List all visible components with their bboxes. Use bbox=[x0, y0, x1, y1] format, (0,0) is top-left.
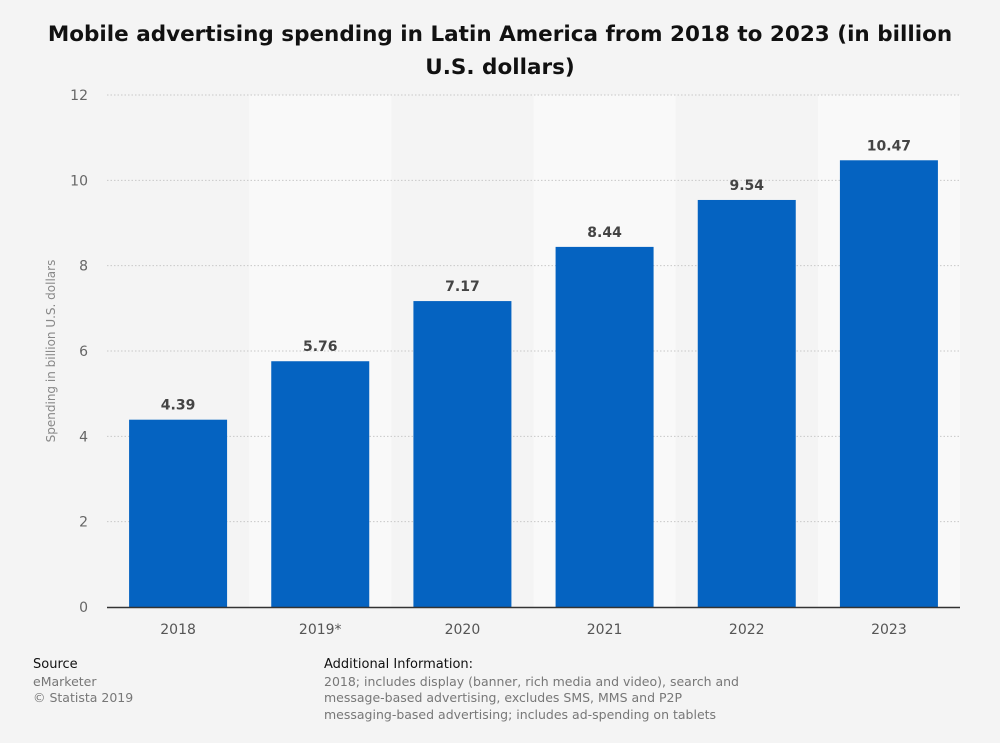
bar bbox=[839, 160, 938, 607]
data-label: 4.39 bbox=[161, 398, 196, 414]
y-tick-label: 10 bbox=[70, 173, 88, 189]
source-heading: Source bbox=[33, 657, 78, 672]
source-line-copyright: © Statista 2019 bbox=[33, 690, 134, 705]
y-tick-label: 12 bbox=[70, 88, 88, 104]
source-line-publisher: eMarketer bbox=[33, 673, 97, 689]
bar bbox=[697, 199, 796, 607]
y-tick-label: 0 bbox=[79, 600, 88, 616]
bar bbox=[555, 246, 654, 608]
source-block: Source eMarketer © Statista 2019 bbox=[33, 657, 133, 707]
chart-title: Mobile advertising spending in Latin Ame… bbox=[47, 22, 953, 80]
x-tick-label: 2019* bbox=[299, 622, 342, 638]
x-tick-label: 2021 bbox=[587, 622, 623, 638]
x-tick-label: 2018 bbox=[160, 622, 196, 638]
additional-info-line: 2018; includes display (banner, rich med… bbox=[324, 673, 739, 689]
x-tick-label: 2022 bbox=[729, 622, 765, 638]
data-label: 9.54 bbox=[729, 178, 764, 194]
bar bbox=[129, 419, 228, 607]
y-tick-label: 8 bbox=[79, 259, 88, 275]
y-tick-label: 6 bbox=[79, 344, 88, 360]
additional-info-line: messaging-based advertising; includes ad… bbox=[324, 706, 717, 722]
x-tick-label: 2023 bbox=[871, 622, 907, 638]
y-axis-label: Spending in billion U.S. dollars bbox=[44, 260, 58, 443]
bar bbox=[271, 361, 370, 607]
y-tick-label: 4 bbox=[79, 429, 88, 445]
y-tick-label: 2 bbox=[79, 515, 88, 531]
additional-info-block: Additional Information: 2018; includes d… bbox=[324, 657, 754, 723]
bar bbox=[413, 301, 512, 607]
additional-info-line: message-based advertising, excludes SMS,… bbox=[324, 690, 683, 705]
additional-info-heading: Additional Information: bbox=[324, 657, 474, 672]
data-label: 5.76 bbox=[303, 339, 338, 355]
data-label: 8.44 bbox=[587, 225, 622, 241]
data-label: 10.47 bbox=[867, 138, 911, 154]
x-tick-label: 2020 bbox=[445, 622, 481, 638]
data-label: 7.17 bbox=[445, 279, 480, 295]
